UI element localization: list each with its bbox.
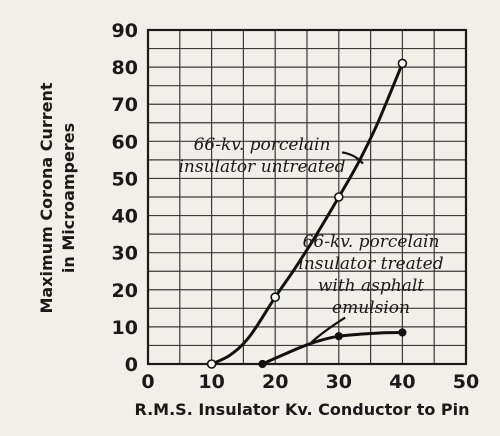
annotation-line: with asphalt	[318, 276, 424, 296]
x-tick-label: 20	[262, 371, 288, 393]
plot-frame	[146, 28, 468, 366]
grid	[148, 30, 466, 364]
data-point-series-2	[398, 328, 407, 337]
x-tick-label: 30	[326, 371, 352, 393]
series-line-1	[210, 61, 404, 366]
annotations: 66-kv. porcelain insulator untreated66-kv…	[178, 135, 444, 345]
y-tick-label: 20	[112, 280, 138, 302]
data-point-series-1	[397, 58, 408, 69]
y-axis-label-line: in Microamperes	[59, 123, 78, 273]
y-axis-label: Maximum Corona Current in Microamperes	[37, 82, 78, 313]
tick-labels: 0 10 20 30 40 50 0 10 20 30 40 50 60 70 80 90	[112, 20, 480, 393]
y-tick-label: 30	[112, 243, 138, 265]
x-tick-label: 50	[453, 371, 479, 393]
x-axis-label: R.M.S. Insulator Kv. Conductor to Pin	[134, 400, 469, 419]
annotation-line: emulsion	[332, 298, 410, 318]
x-tick-label: 40	[389, 371, 415, 393]
annotation-line: 66-kv. porcelain	[303, 232, 440, 252]
data-point-series-1	[270, 292, 281, 303]
data-point-series-1	[206, 359, 217, 369]
y-tick-label: 70	[112, 94, 138, 116]
y-axis-label-line: Maximum Corona Current	[37, 82, 56, 313]
y-tick-label: 50	[112, 168, 138, 190]
y-tick-label: 90	[112, 20, 138, 42]
y-tick-label: 60	[112, 131, 138, 153]
data-point-series-2	[334, 332, 343, 341]
y-tick-label: 40	[112, 206, 138, 228]
curves	[210, 61, 404, 366]
axis-labels: R.M.S. Insulator Kv. Conductor to Pin Max…	[37, 82, 470, 419]
annotation-label-1: 66-kv. porcelain insulator untreated	[178, 135, 345, 177]
annotation-label-2: 66-kv. porcelain insulator treated with as…	[298, 232, 443, 318]
x-tick-label: 10	[198, 371, 224, 393]
x-tick-label: 0	[141, 371, 154, 393]
annotation-line: insulator untreated	[178, 157, 345, 177]
y-tick-label: 80	[112, 57, 138, 79]
annotation-leader-2	[309, 316, 346, 345]
annotation-leader-1	[341, 151, 364, 165]
data-point-series-1	[333, 192, 344, 202]
annotation-line: insulator treated	[298, 254, 443, 274]
y-tick-label: 10	[112, 317, 138, 339]
data-points	[206, 58, 408, 369]
data-point-series-2	[258, 359, 267, 369]
series-line-2	[261, 331, 404, 366]
annotation-line: 66-kv. porcelain	[194, 135, 331, 155]
y-tick-label: 0	[125, 354, 138, 376]
